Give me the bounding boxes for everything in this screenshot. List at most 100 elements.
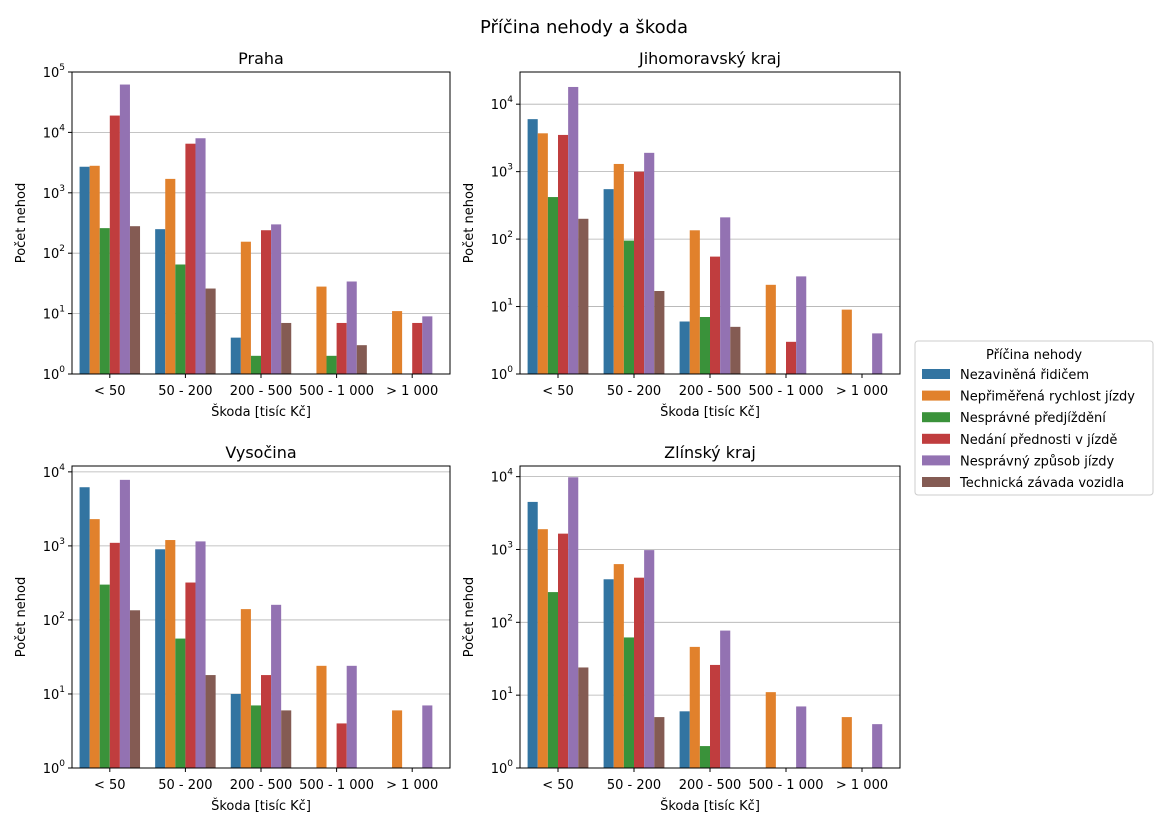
- x-tick-label: < 50: [542, 778, 574, 793]
- y-tick-label: 100: [491, 365, 514, 383]
- y-tick-label: 101: [43, 305, 65, 323]
- y-axis-label: Počet nehod: [14, 183, 29, 263]
- x-axis-label: Škoda [tisíc Kč]: [211, 404, 311, 420]
- bars: [527, 477, 883, 768]
- legend: Příčina nehody Nezaviněná řidičem Nepřimě…: [914, 340, 1154, 496]
- bar: [165, 178, 176, 374]
- bar: [679, 711, 690, 768]
- y-tick-label: 103: [491, 163, 513, 181]
- subplot-title: Vysočina: [225, 443, 296, 462]
- bar: [89, 165, 100, 374]
- bar: [578, 667, 589, 768]
- bar: [79, 487, 90, 768]
- y-axis-label: Počet nehod: [462, 183, 477, 263]
- x-tick-label: > 1 000: [386, 778, 438, 793]
- bar: [796, 276, 807, 374]
- bar: [537, 529, 548, 768]
- bar: [720, 630, 731, 768]
- bar: [634, 171, 645, 374]
- x-tick-label: > 1 000: [386, 384, 438, 399]
- bar: [613, 163, 624, 374]
- subplot-2: 100 101 102 103 104 < 50 50 - 200 200 - 500 500 …: [462, 49, 901, 420]
- bar: [119, 479, 130, 768]
- y-tick-label: 102: [43, 244, 65, 262]
- bar: [623, 637, 634, 768]
- bar: [634, 577, 645, 768]
- bar: [271, 224, 282, 374]
- x-tick-label: 200 - 500: [679, 778, 742, 793]
- bar: [336, 322, 347, 374]
- y-tick-label: 102: [491, 230, 513, 248]
- bar: [281, 322, 292, 374]
- legend-swatch: [922, 455, 950, 466]
- legend-swatch: [922, 412, 950, 423]
- bar: [129, 226, 141, 374]
- x-tick-label: 200 - 500: [230, 778, 293, 793]
- bar: [547, 592, 558, 768]
- bar: [613, 564, 624, 768]
- legend-label: Nedání přednosti v jízdě: [960, 433, 1117, 448]
- bar: [623, 240, 634, 374]
- bar: [654, 717, 665, 768]
- legend-swatch: [922, 390, 950, 401]
- x-tick-label: 50 - 200: [158, 384, 212, 399]
- bar: [356, 345, 367, 374]
- bar: [175, 638, 186, 768]
- bar: [250, 705, 261, 768]
- bars: [79, 479, 433, 768]
- bar: [99, 228, 110, 374]
- x-tick-label: 500 - 1 000: [749, 384, 824, 399]
- y-tick-label: 104: [43, 123, 66, 141]
- y-tick-label: 104: [43, 463, 66, 481]
- subplot-title: Praha: [238, 49, 284, 68]
- bar: [230, 693, 241, 768]
- legend-item: Nesprávný způsob jízdy: [922, 454, 1115, 469]
- bar: [99, 584, 110, 768]
- bar: [699, 316, 710, 374]
- bar: [710, 664, 721, 768]
- bar: [765, 692, 776, 768]
- bar: [79, 166, 90, 374]
- bar: [109, 542, 120, 768]
- bar: [710, 256, 721, 374]
- legend-swatch: [922, 369, 950, 379]
- bar: [240, 609, 251, 768]
- bar: [195, 138, 206, 374]
- y-tick-label: 102: [491, 613, 513, 631]
- legend-swatch: [922, 477, 950, 487]
- bar: [547, 197, 558, 374]
- x-tick-label: 50 - 200: [607, 384, 661, 399]
- x-tick-label: 500 - 1 000: [749, 778, 824, 793]
- subplot-1: 100 101 102 103 104 105 < 50 50 - 200 200 - 500 5…: [14, 49, 451, 420]
- bar: [205, 675, 216, 768]
- bar: [392, 710, 403, 768]
- bar: [644, 550, 655, 768]
- y-tick-label: 103: [491, 540, 513, 558]
- bar: [765, 284, 776, 374]
- x-tick-label: 500 - 1 000: [299, 778, 374, 793]
- bar: [422, 316, 433, 374]
- figure-title: Příčina nehody a škoda: [480, 17, 688, 38]
- legend-title: Příčina nehody: [986, 348, 1082, 363]
- bar: [336, 723, 347, 768]
- bar: [527, 119, 538, 374]
- y-axis-label: Počet nehod: [462, 577, 477, 657]
- subplot-3: 100 101 102 103 104 < 50 50 - 200 200 - 500 500 …: [14, 443, 451, 814]
- bar: [271, 604, 282, 768]
- bars: [527, 86, 883, 374]
- y-tick-label: 104: [491, 468, 514, 486]
- y-tick-label: 101: [491, 686, 513, 704]
- bar: [155, 229, 166, 374]
- y-tick-label: 100: [43, 365, 66, 383]
- x-axis-label: Škoda [tisíc Kč]: [211, 798, 311, 814]
- x-tick-label: 200 - 500: [230, 384, 293, 399]
- x-tick-label: 50 - 200: [607, 778, 661, 793]
- x-tick-label: < 50: [94, 384, 126, 399]
- bar: [250, 355, 261, 374]
- x-axis-label: Škoda [tisíc Kč]: [660, 404, 760, 420]
- bar: [316, 665, 327, 768]
- bar: [261, 675, 272, 768]
- bar: [175, 264, 186, 374]
- x-tick-label: < 50: [542, 384, 574, 399]
